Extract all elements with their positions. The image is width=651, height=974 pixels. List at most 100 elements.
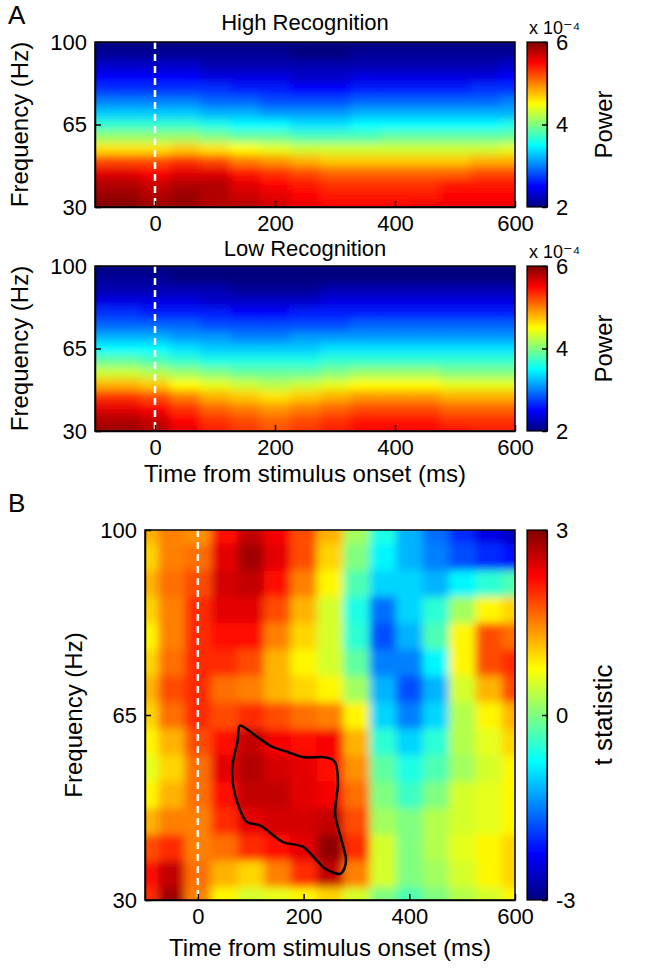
cell [502,860,515,887]
cell [470,130,501,142]
cell [475,834,502,861]
cell [230,119,261,131]
tick: 200 [257,201,294,236]
cell [343,623,370,650]
cell [380,142,411,154]
cell [264,675,291,702]
cell [380,166,411,178]
cell [500,48,515,60]
cell [95,178,111,190]
cell [95,413,111,425]
cell [470,60,501,72]
cell [440,319,471,331]
cell [380,48,411,60]
cell [317,781,344,808]
tick: 2 [542,195,568,220]
cell [290,48,321,60]
cell [440,366,471,378]
tick-mark [95,42,101,44]
cell [260,189,291,201]
cell [350,272,381,284]
cell [290,119,321,131]
cell [230,107,261,119]
cell [290,702,317,729]
axis-line [547,43,548,208]
cell [110,284,141,296]
cell [475,702,502,729]
onset-line [197,530,200,900]
cell [440,83,471,95]
cell [350,366,381,378]
cell [320,402,351,414]
cell [320,319,351,331]
cell [317,675,344,702]
cell [290,154,321,166]
cell [170,83,201,95]
cell [158,834,185,861]
y-axis-title: Frequency (Hz) [6,42,33,207]
plot-area [95,266,515,431]
cell [470,307,501,319]
cell [470,83,501,95]
cell [370,543,397,570]
cell [110,413,141,425]
cell [475,570,502,597]
cell [440,295,471,307]
cell [170,178,201,190]
cell [350,83,381,95]
cell [440,48,471,60]
cell [200,42,231,48]
tick-mark [95,431,101,433]
tick-mark [542,431,547,433]
cell [158,860,185,887]
cell [170,189,201,201]
cell [502,570,515,597]
cell [350,266,381,272]
cell [380,178,411,190]
cell [440,166,471,178]
cell [230,83,261,95]
cell [410,201,441,207]
cell [260,201,291,207]
cell [470,425,501,431]
cell [500,402,515,414]
cell [230,272,261,284]
cell [410,307,441,319]
cell [95,201,111,207]
cell [145,755,159,782]
cell [370,675,397,702]
cell [290,378,321,390]
cell [370,623,397,650]
cell [410,119,441,131]
cell [200,48,231,60]
cell [290,354,321,366]
cell [370,728,397,755]
cell [500,413,515,425]
cell [440,142,471,154]
cell [110,42,141,48]
tick: 4 [542,112,568,137]
cell [350,42,381,48]
cell [110,402,141,414]
cell [290,649,317,676]
cell [380,83,411,95]
cell [380,425,411,431]
cell [158,596,185,623]
cell [260,402,291,414]
cell [500,60,515,72]
cell [350,48,381,60]
cell [110,107,141,119]
cell [230,284,261,296]
cell [238,596,265,623]
cell [110,60,141,72]
cell [230,331,261,343]
cell [95,119,111,131]
tick: 400 [377,201,414,236]
cell [158,755,185,782]
cell [170,390,201,402]
cell [290,530,317,544]
cell [170,272,201,284]
cell [158,728,185,755]
cell [200,266,231,272]
cell [343,755,370,782]
